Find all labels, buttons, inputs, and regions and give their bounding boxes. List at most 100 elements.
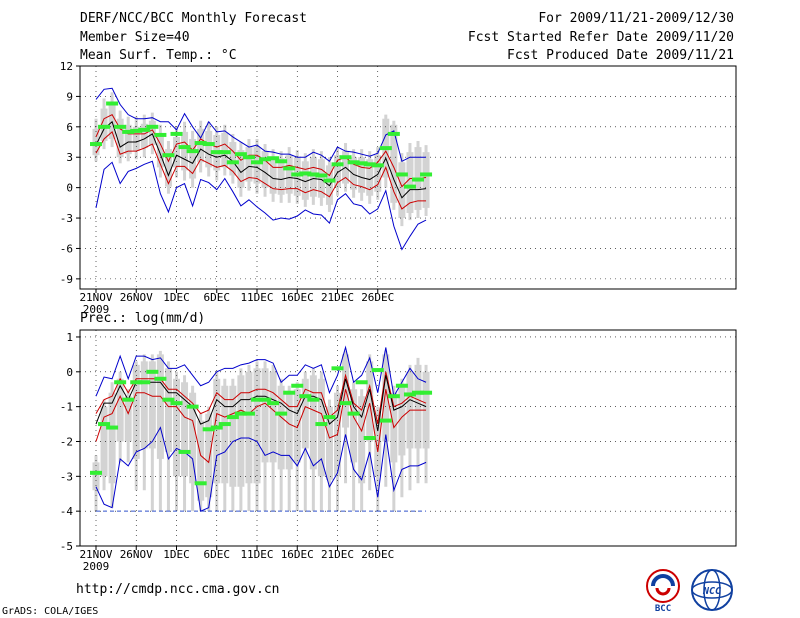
y-tick-label: 3 [66, 151, 73, 164]
box-bar [124, 396, 132, 442]
variable-label: Mean Surf. Temp.: °C [80, 48, 237, 63]
year-label: 2009 [83, 303, 110, 316]
svg-text:NCC: NCC [702, 586, 721, 597]
box-bar [382, 354, 390, 442]
median-mark [186, 404, 199, 409]
lower-pct-line [95, 389, 427, 464]
median-mark [146, 124, 159, 129]
median-mark [194, 141, 207, 146]
median-mark [379, 146, 392, 151]
box-bar [197, 128, 205, 163]
median-mark [114, 380, 127, 385]
median-mark [170, 131, 183, 136]
max-line [95, 345, 427, 398]
box-bar [301, 161, 309, 200]
box-bar [221, 385, 229, 484]
y-tick-label: 0 [66, 366, 73, 379]
box-bar [116, 378, 124, 442]
median-mark [347, 411, 360, 416]
median-mark [226, 160, 239, 165]
box-bar [213, 378, 221, 484]
median-mark [355, 161, 368, 166]
box-bar [173, 136, 180, 168]
box-bar [237, 375, 245, 487]
plot-frame [79, 65, 737, 290]
mean-line [95, 375, 427, 432]
box-bar [108, 392, 116, 484]
median-mark [234, 411, 247, 416]
box-bar [164, 149, 172, 187]
x-tick-label: 21NOV [79, 548, 112, 561]
median-mark [299, 171, 312, 176]
box-bar [390, 124, 398, 203]
median-mark [234, 152, 247, 157]
median-mark [122, 129, 135, 134]
median-mark [307, 397, 320, 402]
median-mark [363, 162, 376, 167]
median-mark [315, 422, 328, 427]
median-mark [194, 481, 207, 486]
box-bar [398, 162, 406, 219]
median-mark [138, 380, 151, 385]
box-bar [156, 133, 164, 168]
box-bar [132, 126, 140, 152]
box-bar [261, 151, 269, 188]
median-mark [170, 401, 183, 406]
box-bar [148, 361, 156, 449]
year-label: 2009 [83, 560, 110, 573]
box-bar [140, 361, 148, 449]
median-mark [371, 368, 384, 373]
y-tick-label: 1 [66, 331, 73, 344]
median-mark [178, 449, 191, 454]
median-mark [347, 160, 360, 165]
fcst-produced-label: Fcst Produced Date 2009/11/21 [507, 48, 734, 63]
box-bar [124, 124, 132, 155]
box-bar [253, 147, 261, 184]
box-bar [245, 147, 253, 182]
box-bar [309, 157, 317, 197]
upper-pct-line [95, 371, 427, 425]
box-bar [374, 413, 382, 477]
median-mark [242, 411, 255, 416]
median-mark [412, 390, 424, 395]
y-tick-label: 12 [60, 60, 73, 73]
median-mark [339, 155, 352, 160]
median-mark [403, 392, 416, 397]
median-mark [379, 418, 392, 423]
median-mark [403, 184, 416, 189]
svg-text:BCC: BCC [655, 604, 671, 614]
box-bar [317, 378, 325, 477]
median-mark [210, 425, 223, 430]
y-tick-label: -4 [60, 505, 74, 518]
panel-temperature: 12 9 6 3 0 -3 -6 -9 21NOV 26NOV 1DEC 6DEC 11DEC 16DEC… [60, 60, 737, 316]
median-mark [339, 401, 352, 406]
box-bar [358, 157, 366, 193]
x-tick-label: 21DEC [321, 291, 354, 304]
median-mark [98, 124, 111, 129]
box-bar [269, 157, 277, 194]
box-bar [181, 382, 189, 477]
median-mark [90, 470, 102, 475]
x-tick-label: 11DEC [240, 291, 273, 304]
median-mark [395, 172, 408, 177]
x-tick-label: 6DEC [204, 548, 231, 561]
precip-title: Prec.: log(mm/d) [80, 311, 206, 326]
forecast-period-label: For 2009/11/21-2009/12/30 [538, 11, 734, 26]
median-mark [122, 397, 135, 402]
x-tick-label: 1DEC [163, 548, 190, 561]
box-bar [100, 108, 108, 142]
median-mark [162, 153, 175, 158]
median-mark [291, 172, 304, 177]
box-bar [205, 413, 213, 498]
panel-precipitation: 1 0 -1 -2 -3 -4 -5 21NOV 26NOV 1DEC 6DEC 11DEC 16DEC… [60, 329, 737, 573]
member-size-label: Member Size=40 [80, 30, 190, 45]
box-bar [140, 123, 148, 149]
box-bar [116, 118, 124, 158]
median-mark [387, 394, 400, 399]
y-tick-label: -1 [60, 401, 73, 414]
source-url-link[interactable]: http://cmdp.ncc.cma.gov.cn [76, 582, 280, 597]
x-tick-label: 26NOV [120, 548, 153, 561]
box-bar [221, 132, 229, 168]
median-mark [154, 132, 167, 137]
chart-title: DERF/NCC/BCC Monthly Forecast [80, 11, 307, 26]
